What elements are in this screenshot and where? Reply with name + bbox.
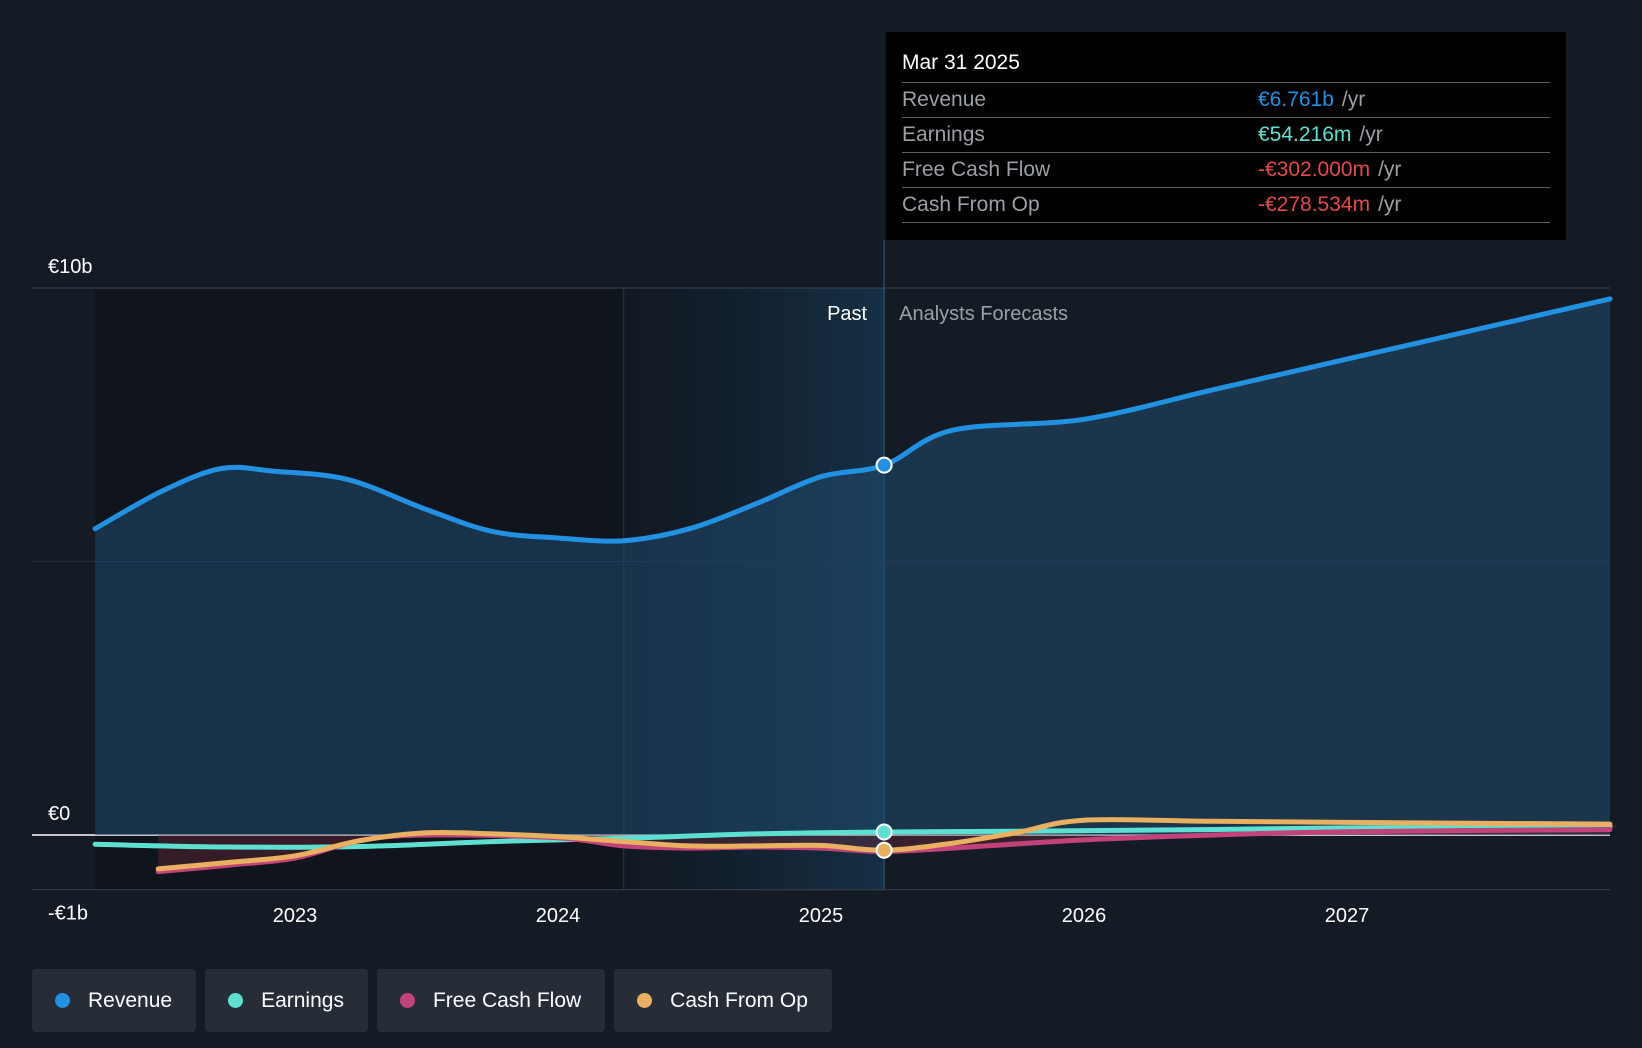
tooltip-unit: /yr — [1378, 158, 1402, 181]
x-tick-label: 2026 — [1062, 905, 1107, 927]
x-tick-label: 2023 — [273, 905, 318, 927]
y-tick-label: -€1b — [48, 903, 88, 925]
y-tick-label: €0 — [48, 803, 70, 825]
cash-from-op-dot-icon — [637, 993, 653, 1008]
tooltip-unit: /yr — [1341, 88, 1366, 111]
revenue-dot-icon — [55, 993, 70, 1008]
axis-labels: €10b €0 -€1b 2023 2024 2025 2026 2027 Past Analys… — [48, 256, 1369, 927]
tooltip-row-revenue: Revenue €6.761b /yr — [902, 82, 1550, 117]
tooltip-value: €54.216m — [1258, 123, 1352, 146]
x-tick-label: 2027 — [1325, 905, 1370, 927]
tooltip-label: Free Cash Flow — [902, 158, 1051, 181]
cash-from-op-marker — [875, 841, 893, 859]
legend-label: Cash From Op — [670, 988, 808, 1012]
tooltip-unit: /yr — [1359, 123, 1383, 146]
cash-from-op-line — [155, 817, 1613, 872]
tooltip-row-cash-from-op: Cash From Op -€278.534m /yr — [902, 187, 1550, 223]
earnings-dot-icon — [228, 993, 244, 1008]
series-lines — [92, 296, 1613, 875]
y-tick-label: €10b — [48, 256, 93, 278]
legend-item-earnings[interactable]: Earnings — [205, 969, 368, 1032]
tooltip-date: Mar 31 2025 — [902, 51, 1020, 74]
revenue-marker — [875, 456, 893, 474]
tooltip-value: -€278.534m — [1258, 193, 1371, 216]
legend-item-free-cash-flow[interactable]: Free Cash Flow — [376, 969, 606, 1032]
legend-item-cash-from-op[interactable]: Cash From Op — [614, 969, 832, 1032]
x-tick-label: 2025 — [799, 905, 844, 927]
chart-legend: Revenue Earnings Free Cash Flow Cash Fro… — [32, 969, 832, 1032]
hover-tooltip: Mar 31 2025 Revenue €6.761b /yr Earnings… — [886, 32, 1566, 240]
tooltip-label: Revenue — [902, 88, 987, 111]
tooltip-row-free-cash-flow: Free Cash Flow -€302.000m /yr — [902, 152, 1550, 187]
x-tick-label: 2024 — [536, 905, 581, 927]
free-cash-flow-dot-icon — [399, 993, 415, 1008]
legend-label: Earnings — [261, 988, 344, 1012]
tooltip-label: Cash From Op — [902, 193, 1040, 216]
earnings-marker — [875, 823, 893, 841]
revenue-area-fill — [95, 298, 1611, 835]
legend-item-revenue[interactable]: Revenue — [32, 969, 197, 1032]
forecast-label: Analysts Forecasts — [899, 303, 1068, 325]
tooltip-value: -€302.000m — [1258, 158, 1371, 181]
hover-markers — [875, 456, 893, 859]
tooltip-row-earnings: Earnings €54.216m /yr — [902, 117, 1550, 152]
legend-label: Free Cash Flow — [432, 988, 582, 1012]
tooltip-unit: /yr — [1378, 193, 1402, 216]
past-label: Past — [827, 303, 867, 325]
legend-label: Revenue — [88, 988, 173, 1012]
revenue-line — [92, 296, 1613, 544]
tooltip-label: Earnings — [902, 123, 985, 146]
tooltip-value: €6.761b — [1258, 88, 1334, 111]
